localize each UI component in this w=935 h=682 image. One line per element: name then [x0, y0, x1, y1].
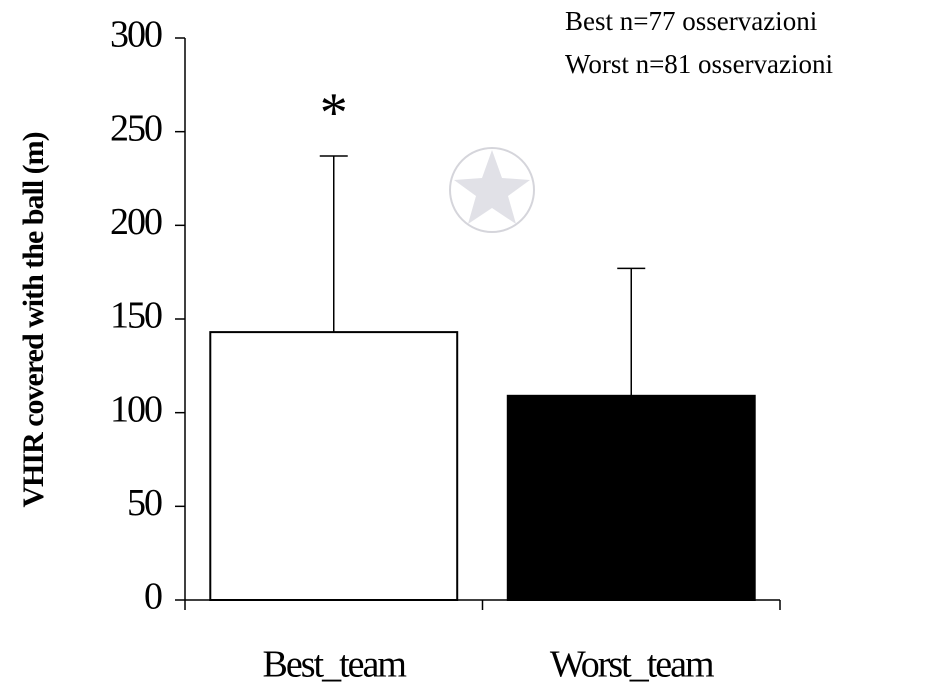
significance-marker: *	[320, 82, 348, 144]
note: Worst n=81 osservazioni	[565, 49, 833, 79]
y-tick-label: 50	[127, 482, 162, 524]
bar	[209, 331, 459, 601]
bar	[506, 394, 756, 601]
y-axis-label: VHIR covered with the ball (m)	[17, 132, 50, 507]
x-tick-label: Worst_team	[550, 644, 714, 682]
y-tick-label: 250	[110, 107, 162, 149]
x-tick-label: Best_team	[263, 644, 407, 682]
y-tick-label: 200	[110, 201, 162, 243]
y-tick-label: 300	[110, 14, 162, 56]
y-tick-label: 100	[110, 388, 162, 430]
ball-logo	[449, 147, 535, 233]
note: Best n=77 osservazioni	[565, 6, 817, 36]
y-tick-label: 0	[144, 576, 162, 618]
y-tick-label: 150	[110, 295, 162, 337]
